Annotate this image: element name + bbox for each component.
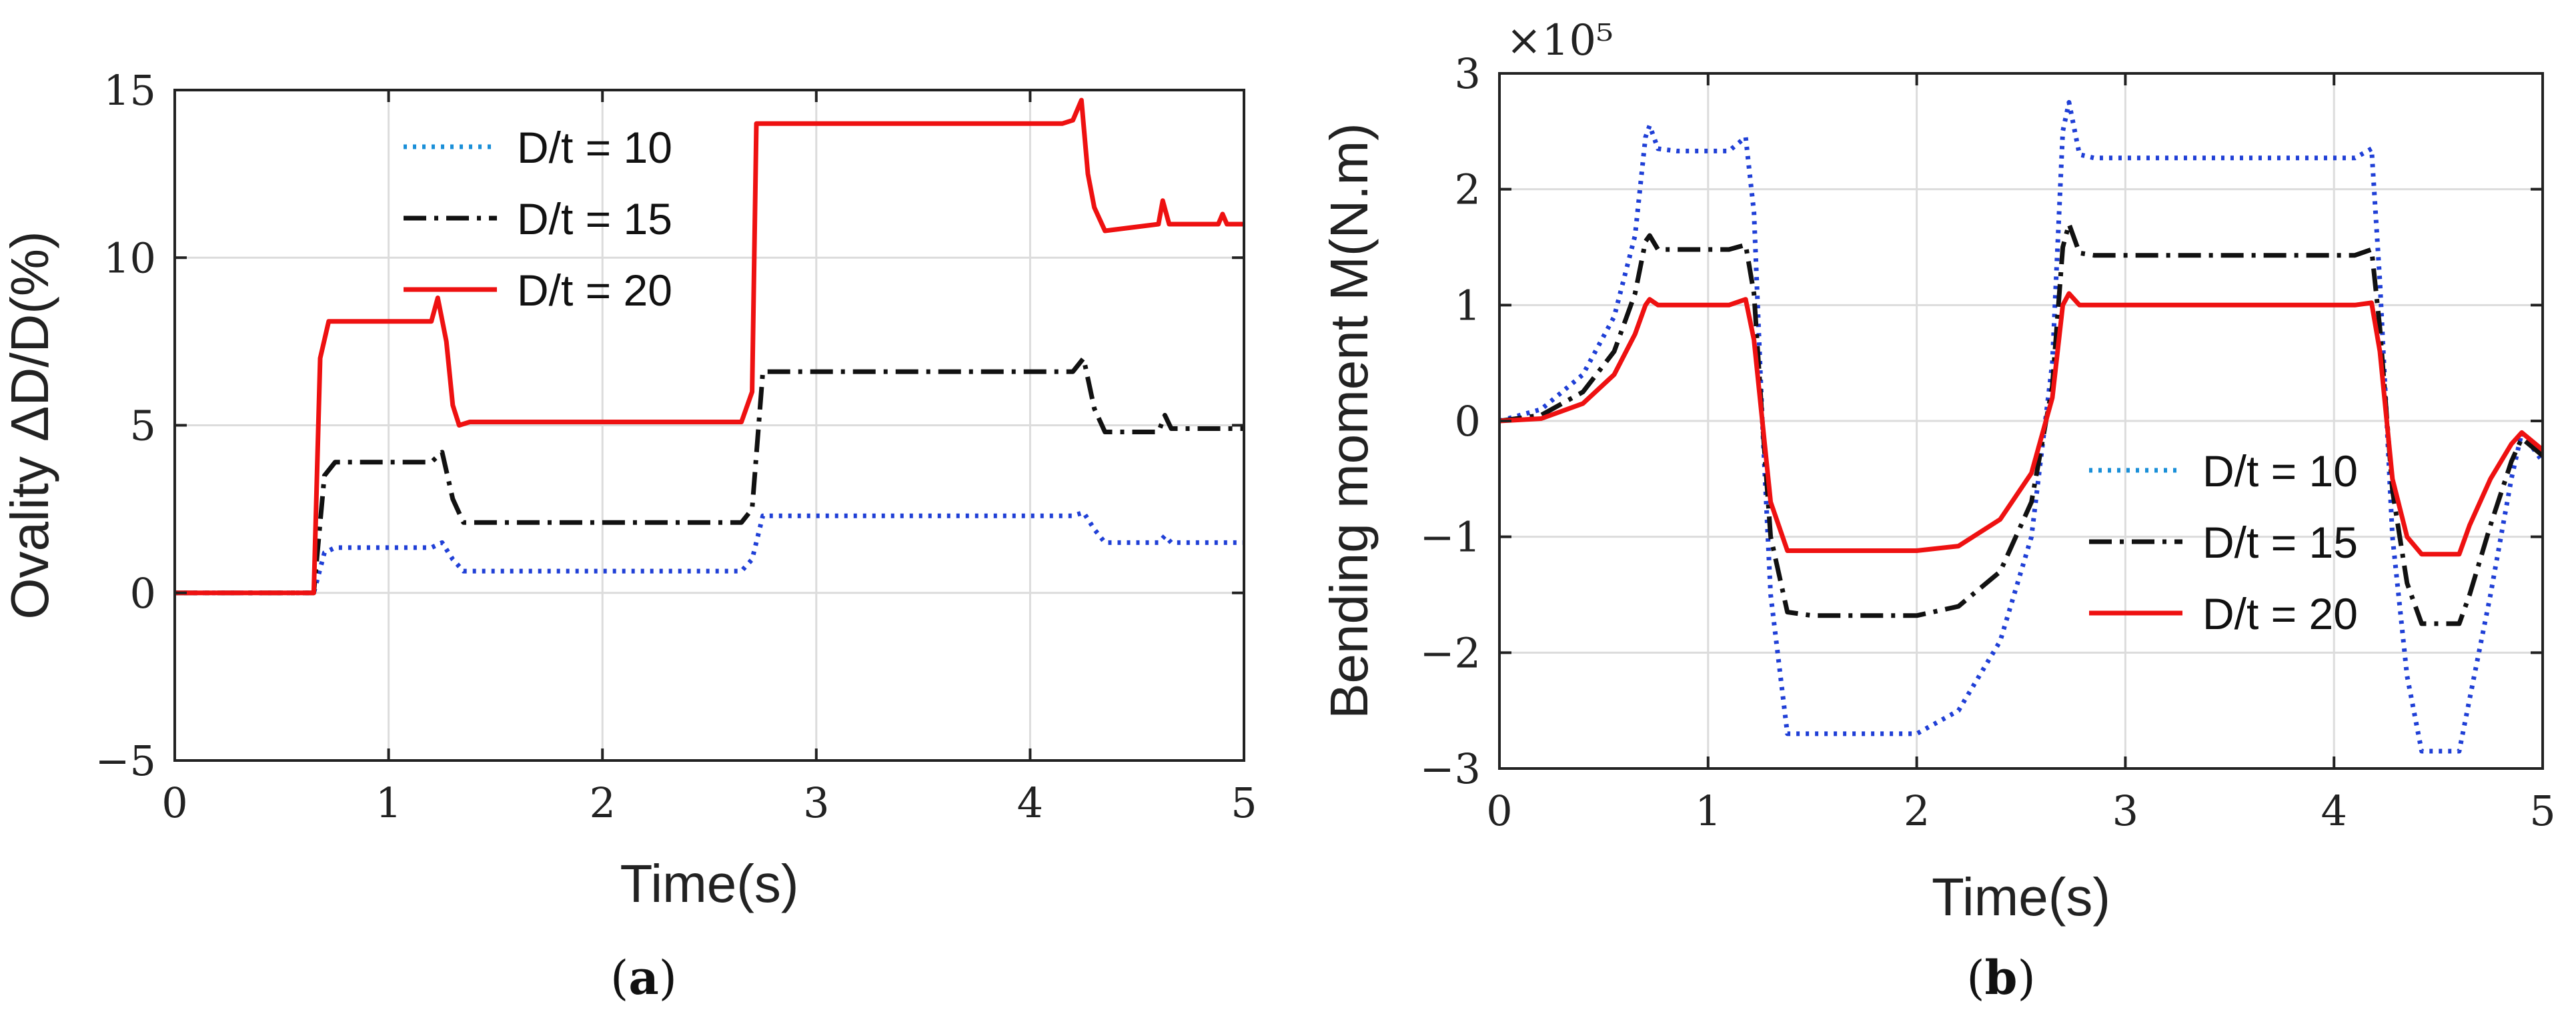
y-tick-label: 0 — [1455, 397, 1481, 446]
x-tick-label: 2 — [1904, 787, 1930, 835]
x-axis-label: Time(s) — [1932, 867, 2110, 927]
series-line-2 — [175, 356, 1244, 596]
x-tick-label: 3 — [2112, 787, 2138, 835]
y-axis-label: Ovality ΔD/D(%) — [0, 231, 59, 619]
y-tick-label: −2 — [1420, 628, 1481, 677]
legend-label-3: D/t = 20 — [2202, 589, 2358, 638]
legend-label-2: D/t = 15 — [2202, 518, 2358, 567]
series-line-3 — [175, 97, 1244, 596]
x-tick-label: 1 — [1695, 787, 1721, 835]
panel-caption: (b) — [1966, 950, 2036, 1005]
panel-b: 0 1 2 3 4 5 −3 −2 −1 0 1 2 3 ×10⁵ Time(s) Bending momen… — [1319, 16, 2556, 1005]
series-line-3 — [1499, 291, 2543, 557]
legend-label-3: D/t = 20 — [517, 266, 672, 315]
caption-letter: b — [1985, 950, 2018, 1005]
legend-label-2: D/t = 15 — [517, 194, 672, 243]
legend-label-1: D/t = 10 — [517, 123, 672, 172]
x-tick-label: 2 — [589, 779, 615, 827]
x-tick-label: 0 — [1486, 787, 1512, 835]
panel-caption: (a) — [610, 950, 677, 1005]
y-tick-label: −5 — [95, 736, 156, 785]
y-tick-label: 15 — [103, 66, 156, 115]
y-exponent-label: ×10⁵ — [1506, 16, 1614, 65]
legend-label-1: D/t = 10 — [2202, 446, 2358, 496]
x-tick-label: 3 — [803, 779, 829, 827]
x-tick-label: 4 — [2321, 787, 2347, 835]
caption-close-paren: ) — [659, 951, 677, 1005]
y-tick-label: −1 — [1420, 513, 1481, 562]
series-line-1 — [175, 510, 1244, 596]
y-tick-label: −3 — [1420, 744, 1481, 793]
x-tick-label: 5 — [2529, 787, 2555, 835]
y-tick-label: 1 — [1455, 281, 1481, 330]
caption-letter: a — [628, 950, 658, 1005]
y-axis-label: Bending moment M(N.m) — [1319, 123, 1379, 719]
caption-open-paren: ( — [610, 951, 628, 1005]
x-tick-label: 0 — [161, 779, 187, 827]
y-tick-label: 10 — [103, 233, 156, 282]
caption-open-paren: ( — [1966, 951, 1984, 1005]
y-tick-label: 2 — [1455, 165, 1481, 214]
y-tick-label: 3 — [1455, 49, 1481, 98]
caption-close-paren: ) — [2017, 951, 2035, 1005]
y-tick-label: 0 — [130, 569, 156, 618]
x-axis-label: Time(s) — [620, 854, 798, 913]
y-tick-label: 5 — [130, 402, 156, 450]
series-line-2 — [1499, 221, 2543, 626]
series-line-1 — [1499, 99, 2543, 754]
x-tick-label: 1 — [376, 779, 402, 827]
x-tick-label: 5 — [1231, 779, 1257, 827]
x-tick-label: 4 — [1017, 779, 1043, 827]
